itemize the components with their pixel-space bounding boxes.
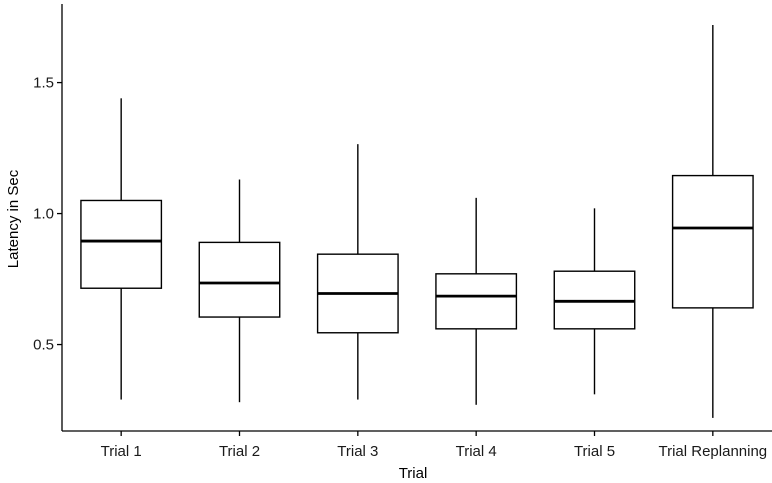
x-axis-title: Trial	[399, 465, 428, 482]
box-trial-5	[553, 208, 636, 395]
box-trial-1	[80, 98, 163, 400]
box-trial-2	[198, 179, 281, 403]
boxes	[80, 24, 754, 418]
x-tick-label: Trial 2	[219, 443, 260, 460]
y-tick-label: 1.5	[33, 75, 54, 92]
y-tick-label: 1.0	[33, 206, 54, 223]
iqr-box	[435, 273, 518, 330]
axes	[61, 4, 772, 432]
box-trial-replanning	[671, 24, 754, 418]
x-tick-label: Trial Replanning	[658, 443, 767, 460]
x-tick-label: Trial 1	[101, 443, 142, 460]
tick-labels: 0.5 1.0 1.5 Trial 1 Trial 2 Trial 3 Trial 4 Tri…	[33, 75, 767, 460]
y-axis-title: Latency in Sec	[5, 169, 22, 268]
y-tick-label: 0.5	[33, 337, 54, 354]
box-trial-4	[435, 197, 518, 405]
x-tick-label: Trial 3	[337, 443, 378, 460]
x-tick-label: Trial 5	[574, 443, 615, 460]
box-trial-3	[316, 144, 399, 400]
iqr-box	[198, 241, 281, 318]
iqr-box	[80, 199, 163, 289]
iqr-box	[671, 174, 754, 309]
x-tick-label: Trial 4	[456, 443, 497, 460]
